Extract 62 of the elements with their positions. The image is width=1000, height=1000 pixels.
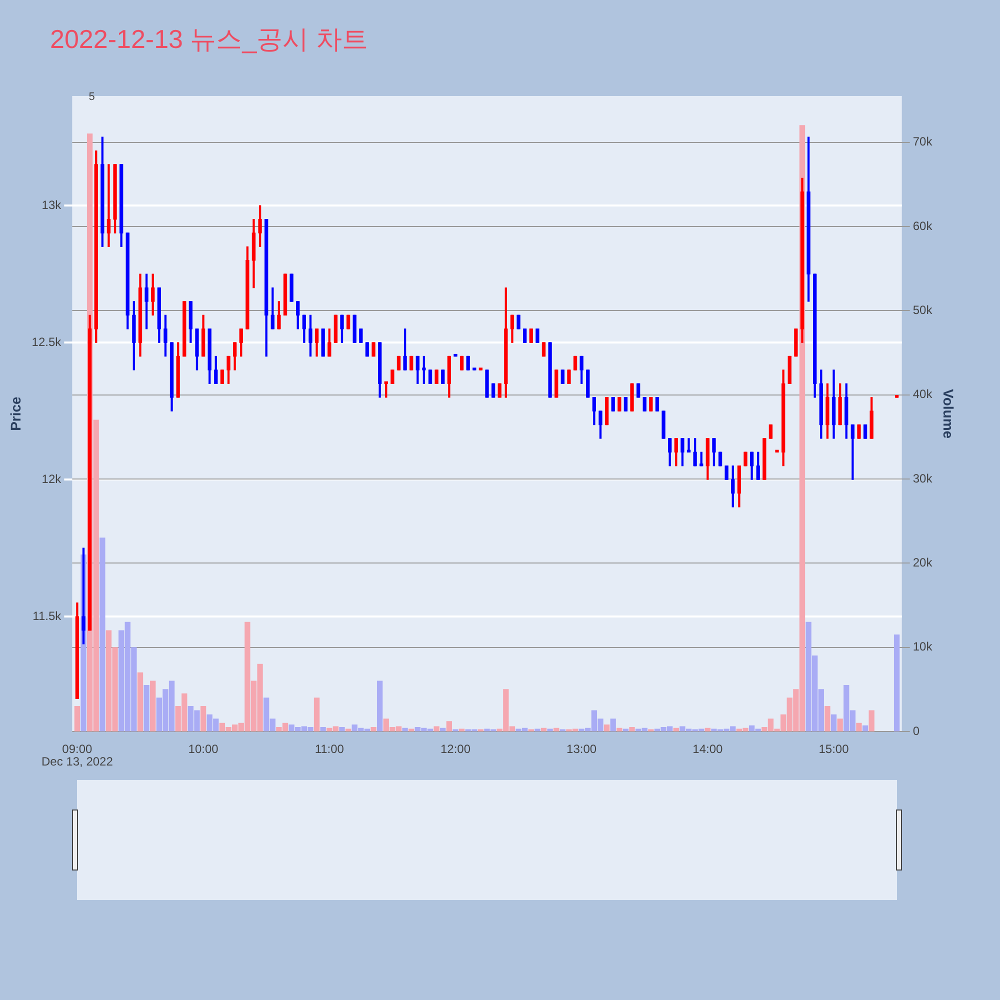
x-tick-label: 12:00 <box>440 742 471 756</box>
bar <box>534 728 540 732</box>
bar <box>339 727 345 732</box>
bar <box>320 727 326 732</box>
bar <box>440 728 446 732</box>
text: Dec 13, 2022 <box>42 754 114 769</box>
y2-tick-label: 60k <box>912 218 934 233</box>
bar <box>604 724 610 732</box>
bar <box>894 634 900 732</box>
bar <box>74 706 80 732</box>
y2-tick-label: 10k <box>912 640 934 654</box>
x-tick-label: 13:00 <box>566 742 597 756</box>
bar <box>856 722 862 732</box>
bar <box>540 728 547 732</box>
candlestick <box>106 164 111 248</box>
bar <box>830 714 837 732</box>
y2-axis-title: Volume <box>940 389 957 439</box>
y-axis-title: Price <box>7 396 24 431</box>
y2-tick-label: 70k <box>912 134 934 149</box>
bar <box>150 680 156 732</box>
bar <box>345 728 352 732</box>
y2-tick-label: 0 <box>912 724 920 738</box>
bar <box>610 718 616 732</box>
bar <box>616 728 622 732</box>
bar <box>446 721 452 732</box>
bar <box>824 706 830 732</box>
y2-tick-label: 20k <box>912 556 934 570</box>
bar <box>622 728 629 732</box>
bar <box>434 726 440 732</box>
bar <box>868 710 874 732</box>
bar <box>137 672 144 732</box>
y-tick-label: 13k <box>42 198 62 212</box>
bar <box>673 728 679 732</box>
x-tick-label: 14:00 <box>692 742 724 756</box>
bar <box>408 728 414 732</box>
bar <box>862 725 868 732</box>
bar <box>554 728 560 732</box>
y2-tick-label: 50k <box>912 302 934 317</box>
y-tick-label: 11.5k <box>32 608 62 623</box>
bar <box>402 728 408 732</box>
bar <box>458 728 465 732</box>
y-tick-label: 12.5k <box>32 334 62 349</box>
x-tick-label: 15:00 <box>818 742 850 756</box>
y-tick-label: 12k <box>42 472 62 486</box>
chart-title: 2022-12-13 뉴스_공시 차트 <box>50 23 368 56</box>
y2-tick-label: 40k <box>912 387 934 402</box>
bar <box>837 718 843 732</box>
x-tick-label: 09:00 <box>62 742 93 756</box>
bar <box>547 728 553 732</box>
candlestick <box>686 438 691 452</box>
bar <box>314 698 320 732</box>
bar <box>200 706 206 732</box>
annotation: 5 <box>88 91 95 103</box>
bar <box>370 727 376 732</box>
x-tick-label: 10:00 <box>188 742 219 756</box>
bar <box>100 538 106 732</box>
bar <box>144 684 150 732</box>
bar <box>376 680 383 732</box>
bar <box>629 727 635 732</box>
bar <box>704 728 710 732</box>
x-tick-label: 11:00 <box>314 742 344 756</box>
y2-tick-label: 30k <box>912 471 934 486</box>
